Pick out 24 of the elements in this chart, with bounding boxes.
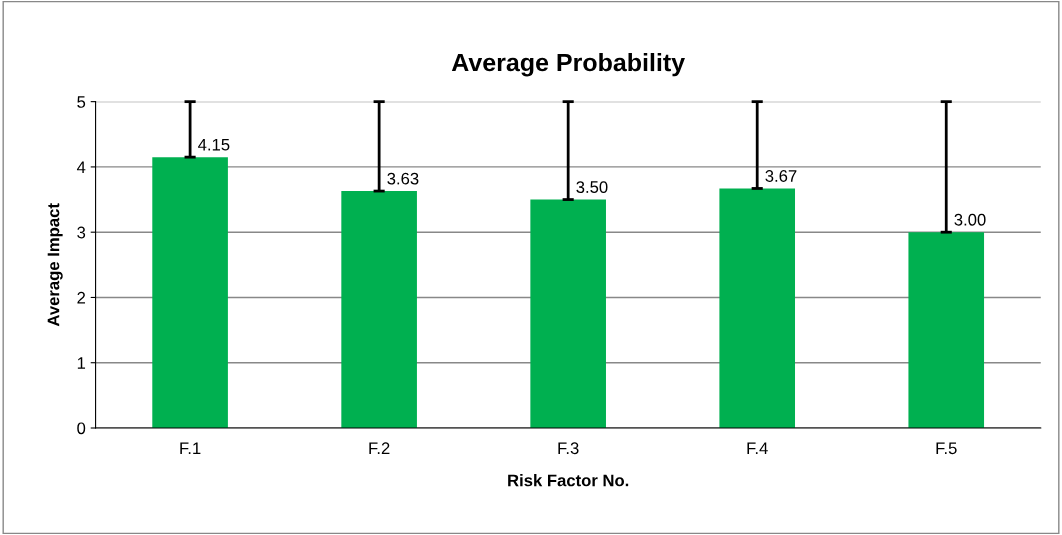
x-tick-label: F.4 (747, 442, 768, 454)
bar (719, 188, 796, 428)
data-label: 3.00 (954, 213, 986, 226)
y-tick-label: 4 (76, 161, 86, 173)
x-tick-label: F.1 (180, 442, 201, 454)
y-tick-label: 5 (77, 96, 86, 108)
y-tick-label: 3 (77, 226, 86, 239)
data-label: 3.50 (576, 181, 608, 193)
data-label: 3.63 (387, 172, 419, 185)
chart-title: Average Probability (451, 52, 685, 77)
data-label: 3.67 (765, 170, 797, 182)
x-axis-title: Risk Factor No. (508, 474, 629, 487)
x-tick-label: F.2 (369, 442, 390, 454)
bar (152, 157, 228, 428)
y-tick-label: 0 (77, 422, 86, 435)
data-label: 4.15 (198, 138, 230, 151)
bar (908, 232, 985, 428)
x-tick-label: F.5 (936, 442, 957, 455)
bar (341, 191, 417, 428)
y-tick-label: 2 (77, 291, 86, 304)
y-axis-title: Average Impact (47, 203, 63, 327)
bar (530, 199, 606, 428)
y-tick-label: 1 (77, 357, 86, 369)
x-tick-label: F.3 (558, 442, 579, 455)
